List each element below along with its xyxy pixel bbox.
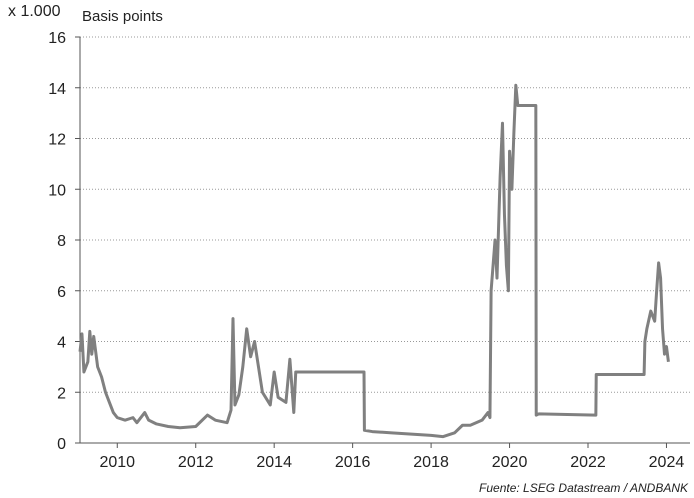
y-tick-label: 2 bbox=[57, 385, 66, 402]
y-tick-label: 0 bbox=[57, 436, 66, 453]
x-tick-label: 2016 bbox=[335, 454, 371, 471]
x-tick-label: 2020 bbox=[492, 454, 528, 471]
source-note: Fuente: LSEG Datastream / ANDBANK bbox=[479, 481, 689, 495]
y-tick-label: 8 bbox=[57, 233, 66, 250]
x-tick-label: 2024 bbox=[649, 454, 685, 471]
x-tick-label: 2022 bbox=[570, 454, 606, 471]
series-line bbox=[78, 83, 670, 439]
y-tick-label: 14 bbox=[48, 81, 66, 98]
y-tick-label: 4 bbox=[57, 335, 66, 352]
x-tick-label: 2010 bbox=[99, 454, 135, 471]
x-tick-label: 2012 bbox=[178, 454, 214, 471]
y-axis-label: Basis points bbox=[82, 8, 163, 25]
x-tick-label: 2018 bbox=[413, 454, 449, 471]
y-tick-label: 6 bbox=[57, 284, 66, 301]
y-tick-label: 12 bbox=[48, 132, 66, 149]
x-tick-label: 2014 bbox=[256, 454, 292, 471]
unit-label: x 1.000 bbox=[8, 3, 61, 20]
y-tick-label: 16 bbox=[48, 30, 66, 47]
y-tick-label: 10 bbox=[48, 182, 66, 199]
